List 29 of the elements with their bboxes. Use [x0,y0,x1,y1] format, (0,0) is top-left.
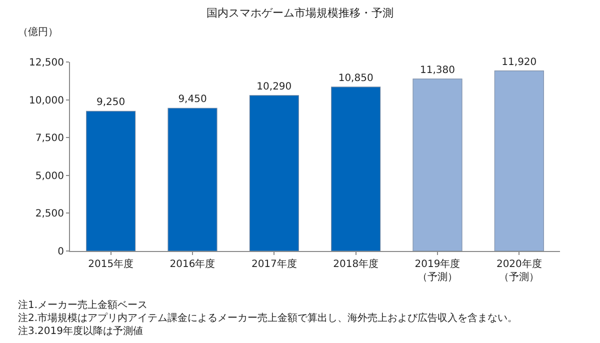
data-label: 9,450 [178,94,207,106]
x-tick-label: 2020年度（予測） [496,258,542,283]
bar [168,108,218,251]
data-label: 10,850 [338,72,374,84]
y-tick-label: 7,500 [35,133,64,144]
text: 注1.メーカー売上金額ベース [18,299,148,311]
bar [86,110,136,251]
y-tick-label: 5,000 [35,170,64,182]
bar [331,86,381,251]
data-label: 10,290 [256,81,292,92]
bar [412,78,462,251]
x-tick-label: 2019年度（予測） [414,258,460,283]
x-tick-label: 2017年度 [251,258,297,270]
y-tick-label: 12,500 [29,58,64,68]
text: 注2.市場規模はアプリ内アイテム課金によるメーカー売上金額で算出し、海外売上および広告収入を含まない。 [18,312,518,324]
bar [494,70,544,251]
chart-title: 国内スマホゲーム市場規模推移・予測 [206,6,394,20]
data-label: 11,920 [502,56,537,68]
text: 注3.2019年度以降は予測値 [18,325,143,337]
x-tick-label: 2015年度 [88,258,134,270]
bar [249,95,299,251]
x-tick-label: 2018年度 [333,258,379,270]
data-label: 9,250 [96,97,126,108]
data-label: 11,380 [420,64,455,76]
y-axis-title: （億円） [18,26,58,38]
x-tick-label: 2016年度 [170,258,216,270]
y-tick-label: 0 [58,246,64,258]
y-tick-label: 2,500 [35,208,64,220]
y-tick-label: 10,000 [29,95,64,106]
